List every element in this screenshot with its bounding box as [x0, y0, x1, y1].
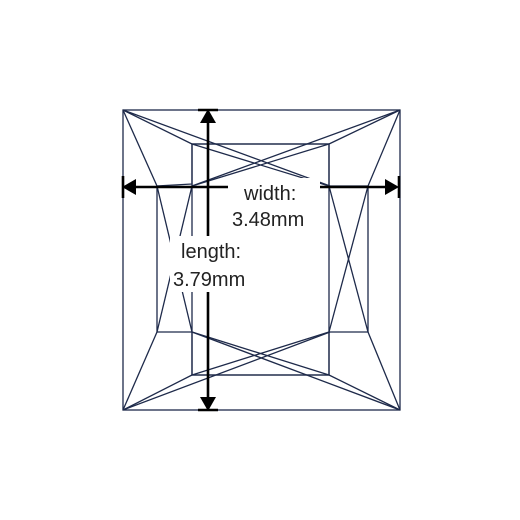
length-label: length: — [181, 241, 241, 263]
star-facets — [122, 109, 401, 411]
width-value: 3.48mm — [232, 209, 304, 231]
width-label-bg — [228, 178, 320, 230]
outer-outline — [122, 109, 401, 411]
corner-facets — [122, 109, 401, 411]
width-label: width: — [243, 183, 296, 205]
length-value: 3.79mm — [173, 269, 245, 291]
length-label-bg — [170, 236, 254, 292]
